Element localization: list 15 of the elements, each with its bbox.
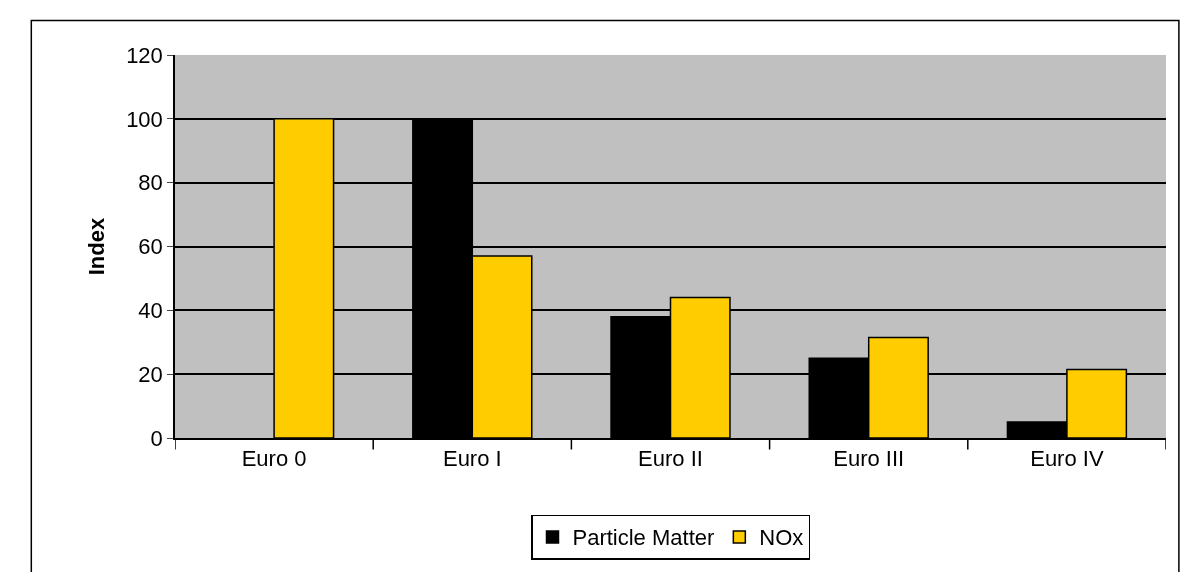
y-tick-label: 60 [138,234,163,260]
x-tick-label: Euro III [833,446,905,472]
y-tick-label: 40 [138,298,163,324]
legend-label: NOx [759,525,804,551]
y-tick-label: 20 [138,361,163,387]
y-tick-label: 80 [138,170,163,196]
x-tick-label: Euro IV [1030,446,1104,472]
y-tick-label: 120 [126,42,163,68]
y-tick-label: 100 [126,106,163,132]
y-axis-title: Index [84,217,110,276]
y-tick-label: 0 [150,425,163,451]
legend-label: Particle Matter [572,525,715,551]
x-tick-label: Euro I [442,446,502,472]
x-tick-label: Euro 0 [241,446,307,472]
x-tick-label: Euro II [638,446,703,472]
